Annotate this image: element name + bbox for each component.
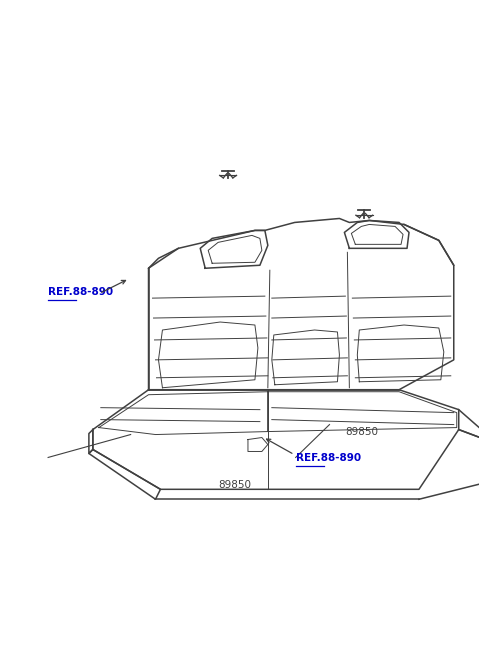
Text: REF.88-890: REF.88-890 bbox=[48, 287, 113, 297]
Text: REF.88-890: REF.88-890 bbox=[296, 453, 361, 463]
Text: 89850: 89850 bbox=[345, 427, 378, 437]
Text: 89850: 89850 bbox=[218, 480, 252, 491]
